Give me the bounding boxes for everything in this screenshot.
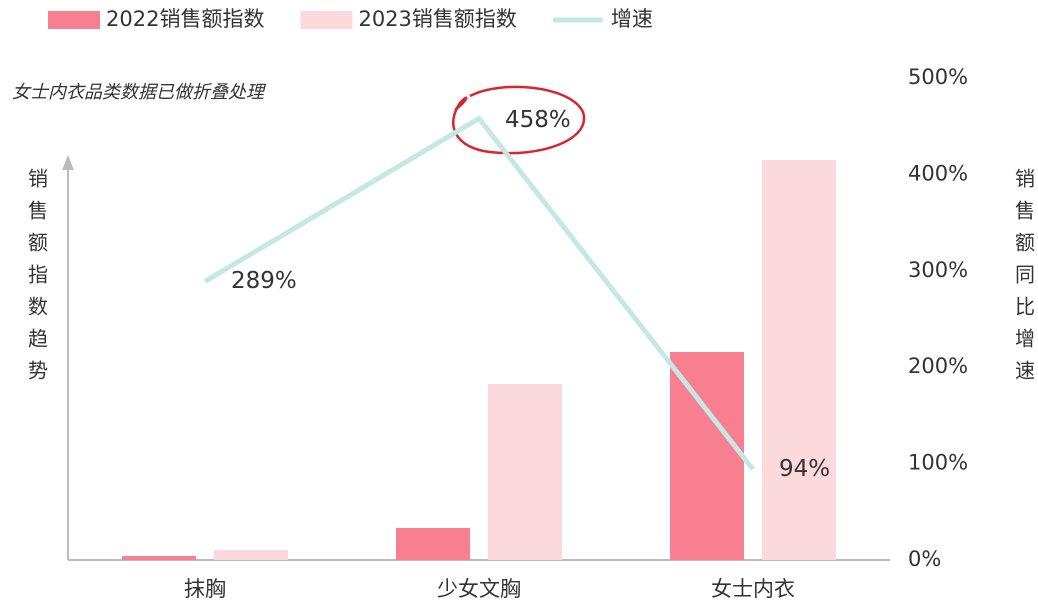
bar — [214, 550, 288, 560]
legend-swatch — [300, 11, 353, 29]
y2-tick-label: 400% — [908, 161, 968, 185]
y2-tick-label: 100% — [908, 451, 968, 475]
legend-swatch — [48, 11, 100, 29]
y2-tick-label: 0% — [908, 547, 941, 571]
bar — [762, 160, 836, 560]
x-tick-label: 抹胸 — [184, 577, 226, 601]
y-axis-arrow — [62, 155, 74, 170]
x-tick-label: 女士内衣 — [711, 577, 795, 601]
legend-label: 2022销售额指数 — [106, 7, 264, 31]
y2-tick-label: 300% — [908, 258, 968, 282]
legend-label: 2023销售额指数 — [358, 7, 516, 31]
y-axis-title: 销售额指数趋势 — [25, 168, 49, 392]
bar — [488, 384, 562, 560]
bar — [670, 352, 744, 560]
y2-axis-title: 销售额同比增速 — [1012, 168, 1036, 392]
data-label: 458% — [505, 107, 571, 133]
growth-line — [203, 115, 755, 471]
data-label: 94% — [779, 456, 830, 482]
legend-label: 增速 — [611, 7, 653, 31]
y2-tick-label: 500% — [908, 65, 968, 89]
y2-tick-label: 200% — [908, 354, 968, 378]
annotation: 女士内衣品类数据已做折叠处理 — [12, 82, 267, 103]
x-tick-label: 少女文胸 — [437, 577, 521, 601]
bar — [396, 528, 470, 560]
data-label: 289% — [231, 268, 297, 294]
highlight-ellipse — [452, 85, 586, 155]
bar — [122, 556, 196, 560]
